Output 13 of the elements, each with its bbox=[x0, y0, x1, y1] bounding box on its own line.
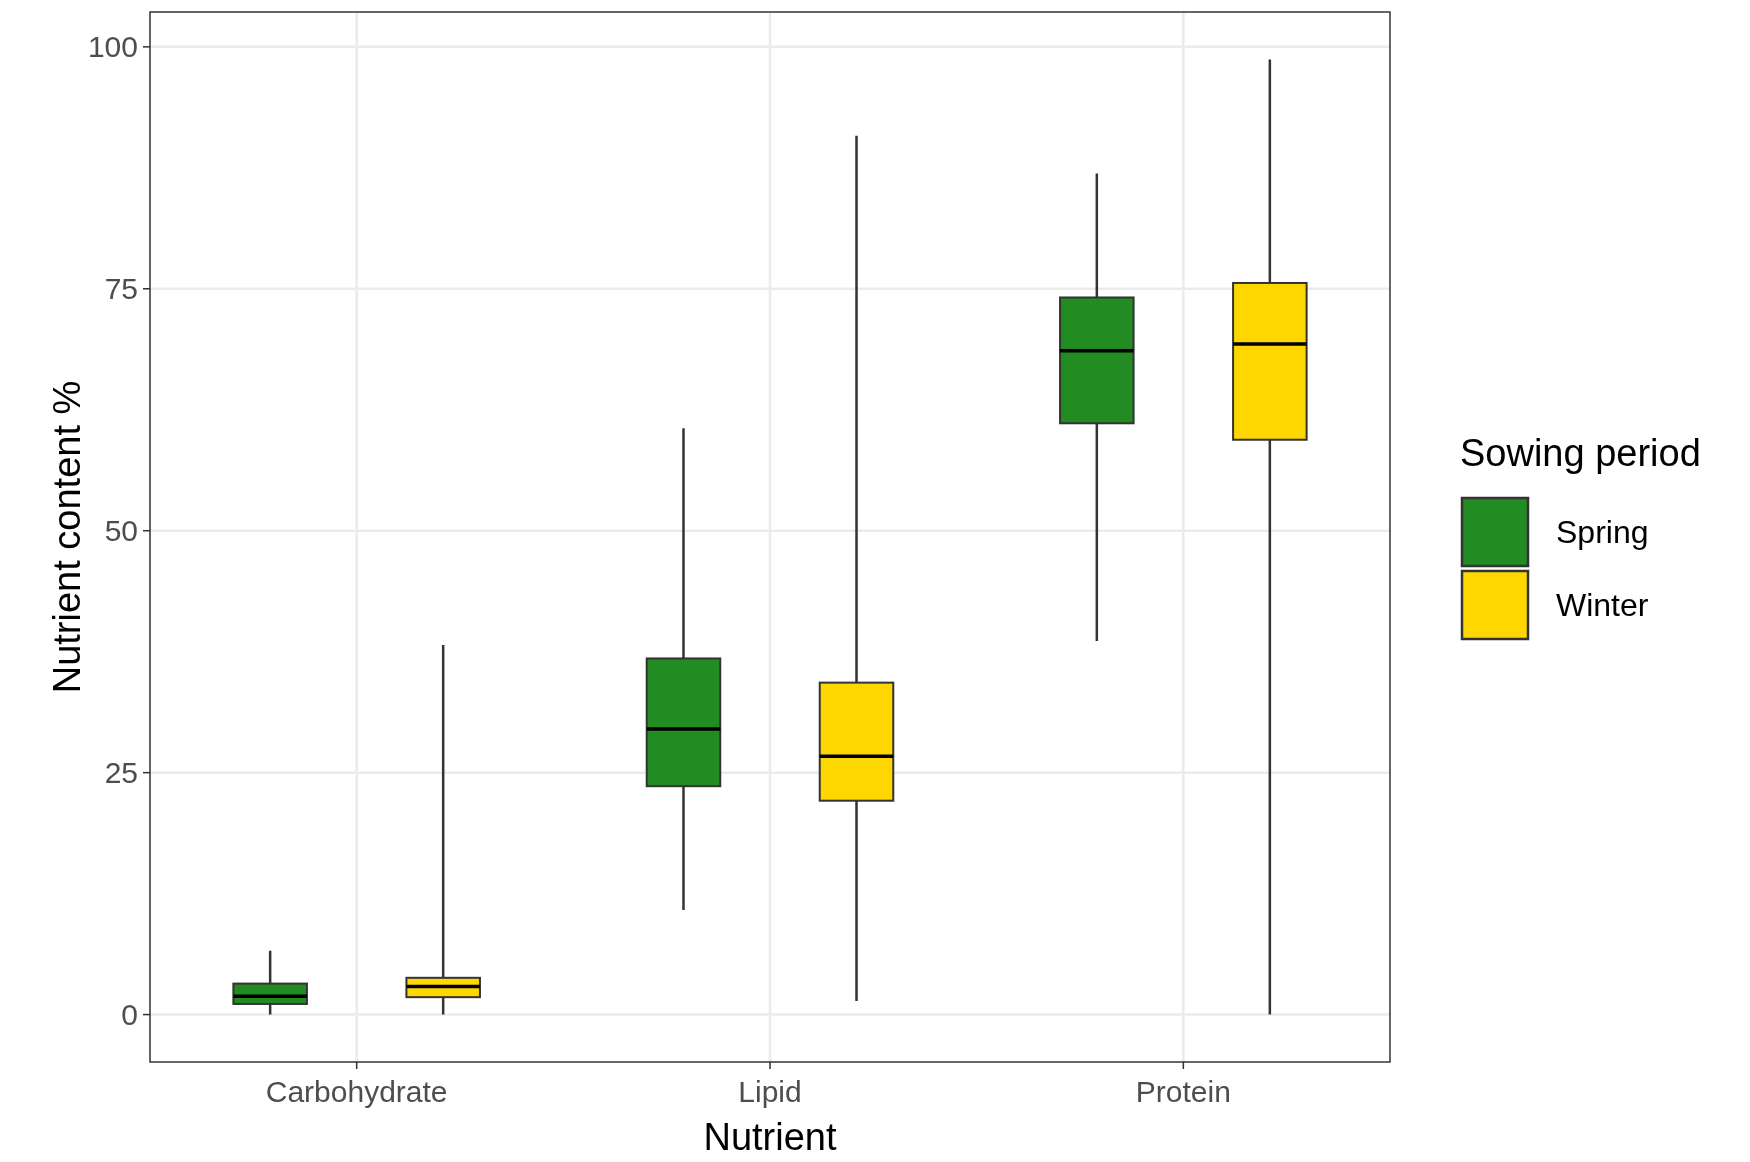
y-tick-label: 50 bbox=[104, 514, 138, 548]
x-tick-label: Protein bbox=[1135, 1075, 1231, 1108]
legend-label: Winter bbox=[1556, 587, 1649, 624]
y-tick-label: 0 bbox=[121, 998, 138, 1032]
legend-label: Spring bbox=[1556, 514, 1649, 551]
y-axis-title: Nutrient content % bbox=[46, 380, 88, 694]
y-tick-label: 100 bbox=[87, 30, 138, 64]
y-tick-label: 25 bbox=[104, 756, 138, 790]
x-tick-label: Carbohydrate bbox=[265, 1075, 448, 1108]
x-tick-label: Lipid bbox=[738, 1075, 802, 1108]
legend-title: Sowing period bbox=[1460, 432, 1701, 474]
x-axis-title: Nutrient bbox=[703, 1116, 837, 1158]
y-tick-label: 75 bbox=[104, 272, 138, 306]
